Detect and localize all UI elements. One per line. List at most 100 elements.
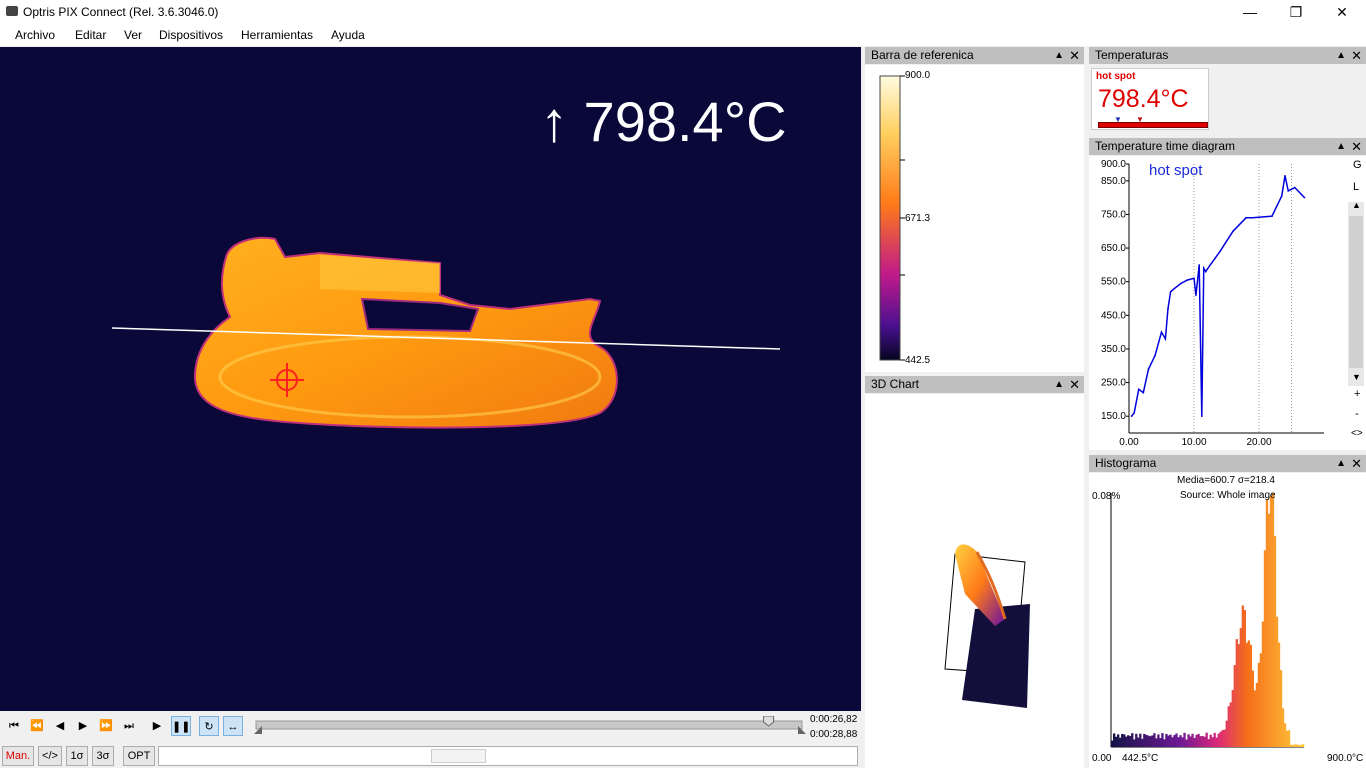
restore-icon[interactable]: ❐ bbox=[1289, 4, 1303, 20]
menu-ver[interactable]: Ver bbox=[124, 28, 143, 42]
zoom-l-button[interactable]: L bbox=[1353, 181, 1360, 193]
ref-mid-label: 671.3 bbox=[905, 213, 931, 224]
histogram-bin bbox=[1287, 730, 1291, 747]
close-icon[interactable]: ✕ bbox=[1336, 4, 1348, 20]
histogram-bin bbox=[1199, 736, 1202, 747]
manual-button[interactable]: Man. bbox=[2, 746, 34, 766]
histogram-bin bbox=[1265, 499, 1269, 747]
opt-button[interactable]: OPT bbox=[123, 746, 155, 766]
histogram-bin bbox=[1209, 734, 1212, 747]
menu-dispositivos[interactable]: Dispositivos bbox=[159, 28, 224, 42]
close-icon[interactable]: ✕ bbox=[1351, 48, 1362, 63]
close-icon[interactable]: ✕ bbox=[1069, 377, 1080, 392]
status-scroll-thumb[interactable] bbox=[431, 749, 486, 763]
fast-forward-icon[interactable]: ⏩ bbox=[99, 720, 113, 732]
histogram-bin bbox=[1149, 736, 1152, 747]
menu-herramientas[interactable]: Herramientas bbox=[241, 28, 314, 42]
pin-icon[interactable]: ▲ bbox=[1054, 50, 1064, 61]
zoom-out-button[interactable]: - bbox=[1355, 408, 1359, 420]
scroll-up-icon[interactable]: ▲ bbox=[1352, 200, 1361, 210]
step-forward-icon[interactable]: ▶ bbox=[78, 720, 88, 732]
histogram-bin bbox=[1269, 495, 1273, 747]
menu-ayuda[interactable]: Ayuda bbox=[331, 28, 365, 42]
scroll-down-icon[interactable]: ▼ bbox=[1352, 372, 1361, 382]
histogram-bin bbox=[1213, 732, 1216, 747]
histogram-bin bbox=[1139, 733, 1142, 747]
pin-icon[interactable]: ▲ bbox=[1054, 379, 1064, 390]
histogram-bin bbox=[1153, 733, 1156, 747]
minimize-icon[interactable]: — bbox=[1243, 4, 1257, 20]
histogram-bin bbox=[1183, 732, 1186, 747]
histogram-bin bbox=[1293, 744, 1297, 747]
histogram-bin bbox=[1261, 621, 1265, 747]
histogram-bin bbox=[1147, 735, 1150, 747]
step-back-icon[interactable]: ◀ bbox=[55, 720, 65, 732]
histogram-bin bbox=[1171, 737, 1174, 747]
histogram-bin bbox=[1279, 670, 1283, 747]
histogram-bin bbox=[1301, 744, 1305, 747]
panel-header-reference-bar: Barra de referenica ▲ ✕ bbox=[865, 47, 1084, 64]
y-tick-label: 450.0 bbox=[1101, 310, 1126, 321]
y-tick-label: 150.0 bbox=[1101, 411, 1126, 422]
pause-icon[interactable]: ❚❚ bbox=[171, 716, 191, 736]
data-point bbox=[1160, 331, 1163, 333]
data-point bbox=[1164, 338, 1167, 340]
thermal-image-view[interactable]: ↑ 798.4°C bbox=[0, 47, 861, 711]
hot-spot-readout[interactable]: hot spot 798.4°C ▼ ▼ bbox=[1091, 68, 1209, 130]
histogram-bin bbox=[1179, 735, 1182, 747]
chart3d-panel[interactable] bbox=[865, 394, 1084, 768]
histogram-y-bottom: 0.00 bbox=[1092, 753, 1112, 764]
menu-archivo[interactable]: Archivo bbox=[15, 28, 56, 42]
histogram-chart bbox=[1110, 493, 1305, 748]
status-field bbox=[158, 746, 858, 766]
histogram-bin bbox=[1137, 737, 1140, 747]
diagram-scrollbar[interactable]: ▲ ▼ bbox=[1348, 200, 1364, 386]
range-code-button[interactable]: </> bbox=[38, 746, 62, 766]
hot-spot-bar bbox=[1098, 122, 1208, 128]
close-icon[interactable]: ✕ bbox=[1351, 139, 1362, 154]
scroll-thumb[interactable] bbox=[1349, 216, 1363, 368]
pin-icon[interactable]: ▲ bbox=[1336, 458, 1346, 469]
zoom-g-button[interactable]: G bbox=[1353, 159, 1362, 171]
histogram-bin bbox=[1175, 733, 1178, 747]
rewind-icon[interactable]: ⏪ bbox=[30, 720, 44, 732]
sigma3-button[interactable]: 3σ bbox=[92, 746, 114, 766]
histogram-bin bbox=[1135, 733, 1138, 747]
histogram-bin bbox=[1117, 734, 1120, 747]
range-icon[interactable]: ↔ bbox=[223, 716, 243, 736]
pin-icon[interactable]: ▲ bbox=[1336, 50, 1346, 61]
play-icon[interactable]: ▶ bbox=[152, 720, 162, 732]
close-icon[interactable]: ✕ bbox=[1351, 456, 1362, 471]
pin-icon[interactable]: ▲ bbox=[1336, 141, 1346, 152]
histogram-bin bbox=[1157, 734, 1160, 747]
histogram-bin bbox=[1263, 550, 1267, 747]
y-tick-label: 850.0 bbox=[1101, 176, 1126, 187]
data-point bbox=[1193, 277, 1195, 280]
close-icon[interactable]: ✕ bbox=[1069, 48, 1080, 63]
last-icon[interactable]: ⏭ bbox=[124, 720, 134, 732]
sigma1-button[interactable]: 1σ bbox=[66, 746, 88, 766]
data-point bbox=[1209, 264, 1212, 266]
data-point bbox=[1142, 391, 1145, 394]
histogram-bin bbox=[1113, 733, 1116, 747]
range-value-marker-icon: ▼ bbox=[1136, 115, 1144, 124]
window-title: Optris PIX Connect (Rel. 3.6.3046.0) bbox=[23, 5, 219, 19]
data-point bbox=[1300, 193, 1303, 196]
histogram-bin bbox=[1253, 690, 1257, 747]
histogram-bin bbox=[1165, 733, 1168, 747]
data-point bbox=[1280, 195, 1283, 197]
time-diagram-chart: 900.0 850.0 750.0 650.0 550.0 450.0 350.0 250.0… bbox=[1101, 159, 1324, 448]
histogram-stats: Media=600.7 σ=218.4 bbox=[1177, 475, 1275, 486]
data-point bbox=[1251, 217, 1254, 219]
histogram-bin bbox=[1219, 731, 1222, 747]
histogram-bin bbox=[1177, 737, 1180, 747]
timeline-slider[interactable] bbox=[254, 716, 806, 734]
first-icon[interactable]: ⏮ bbox=[9, 720, 19, 732]
y-tick-label: 250.0 bbox=[1101, 378, 1126, 389]
range-min-marker-icon: ▼ bbox=[1114, 115, 1122, 124]
zoom-fit-button[interactable]: <> bbox=[1351, 428, 1363, 439]
menu-editar[interactable]: Editar bbox=[75, 28, 107, 42]
data-point bbox=[1173, 287, 1176, 290]
zoom-in-button[interactable]: + bbox=[1354, 388, 1361, 400]
loop-icon[interactable]: ↻ bbox=[199, 716, 219, 736]
